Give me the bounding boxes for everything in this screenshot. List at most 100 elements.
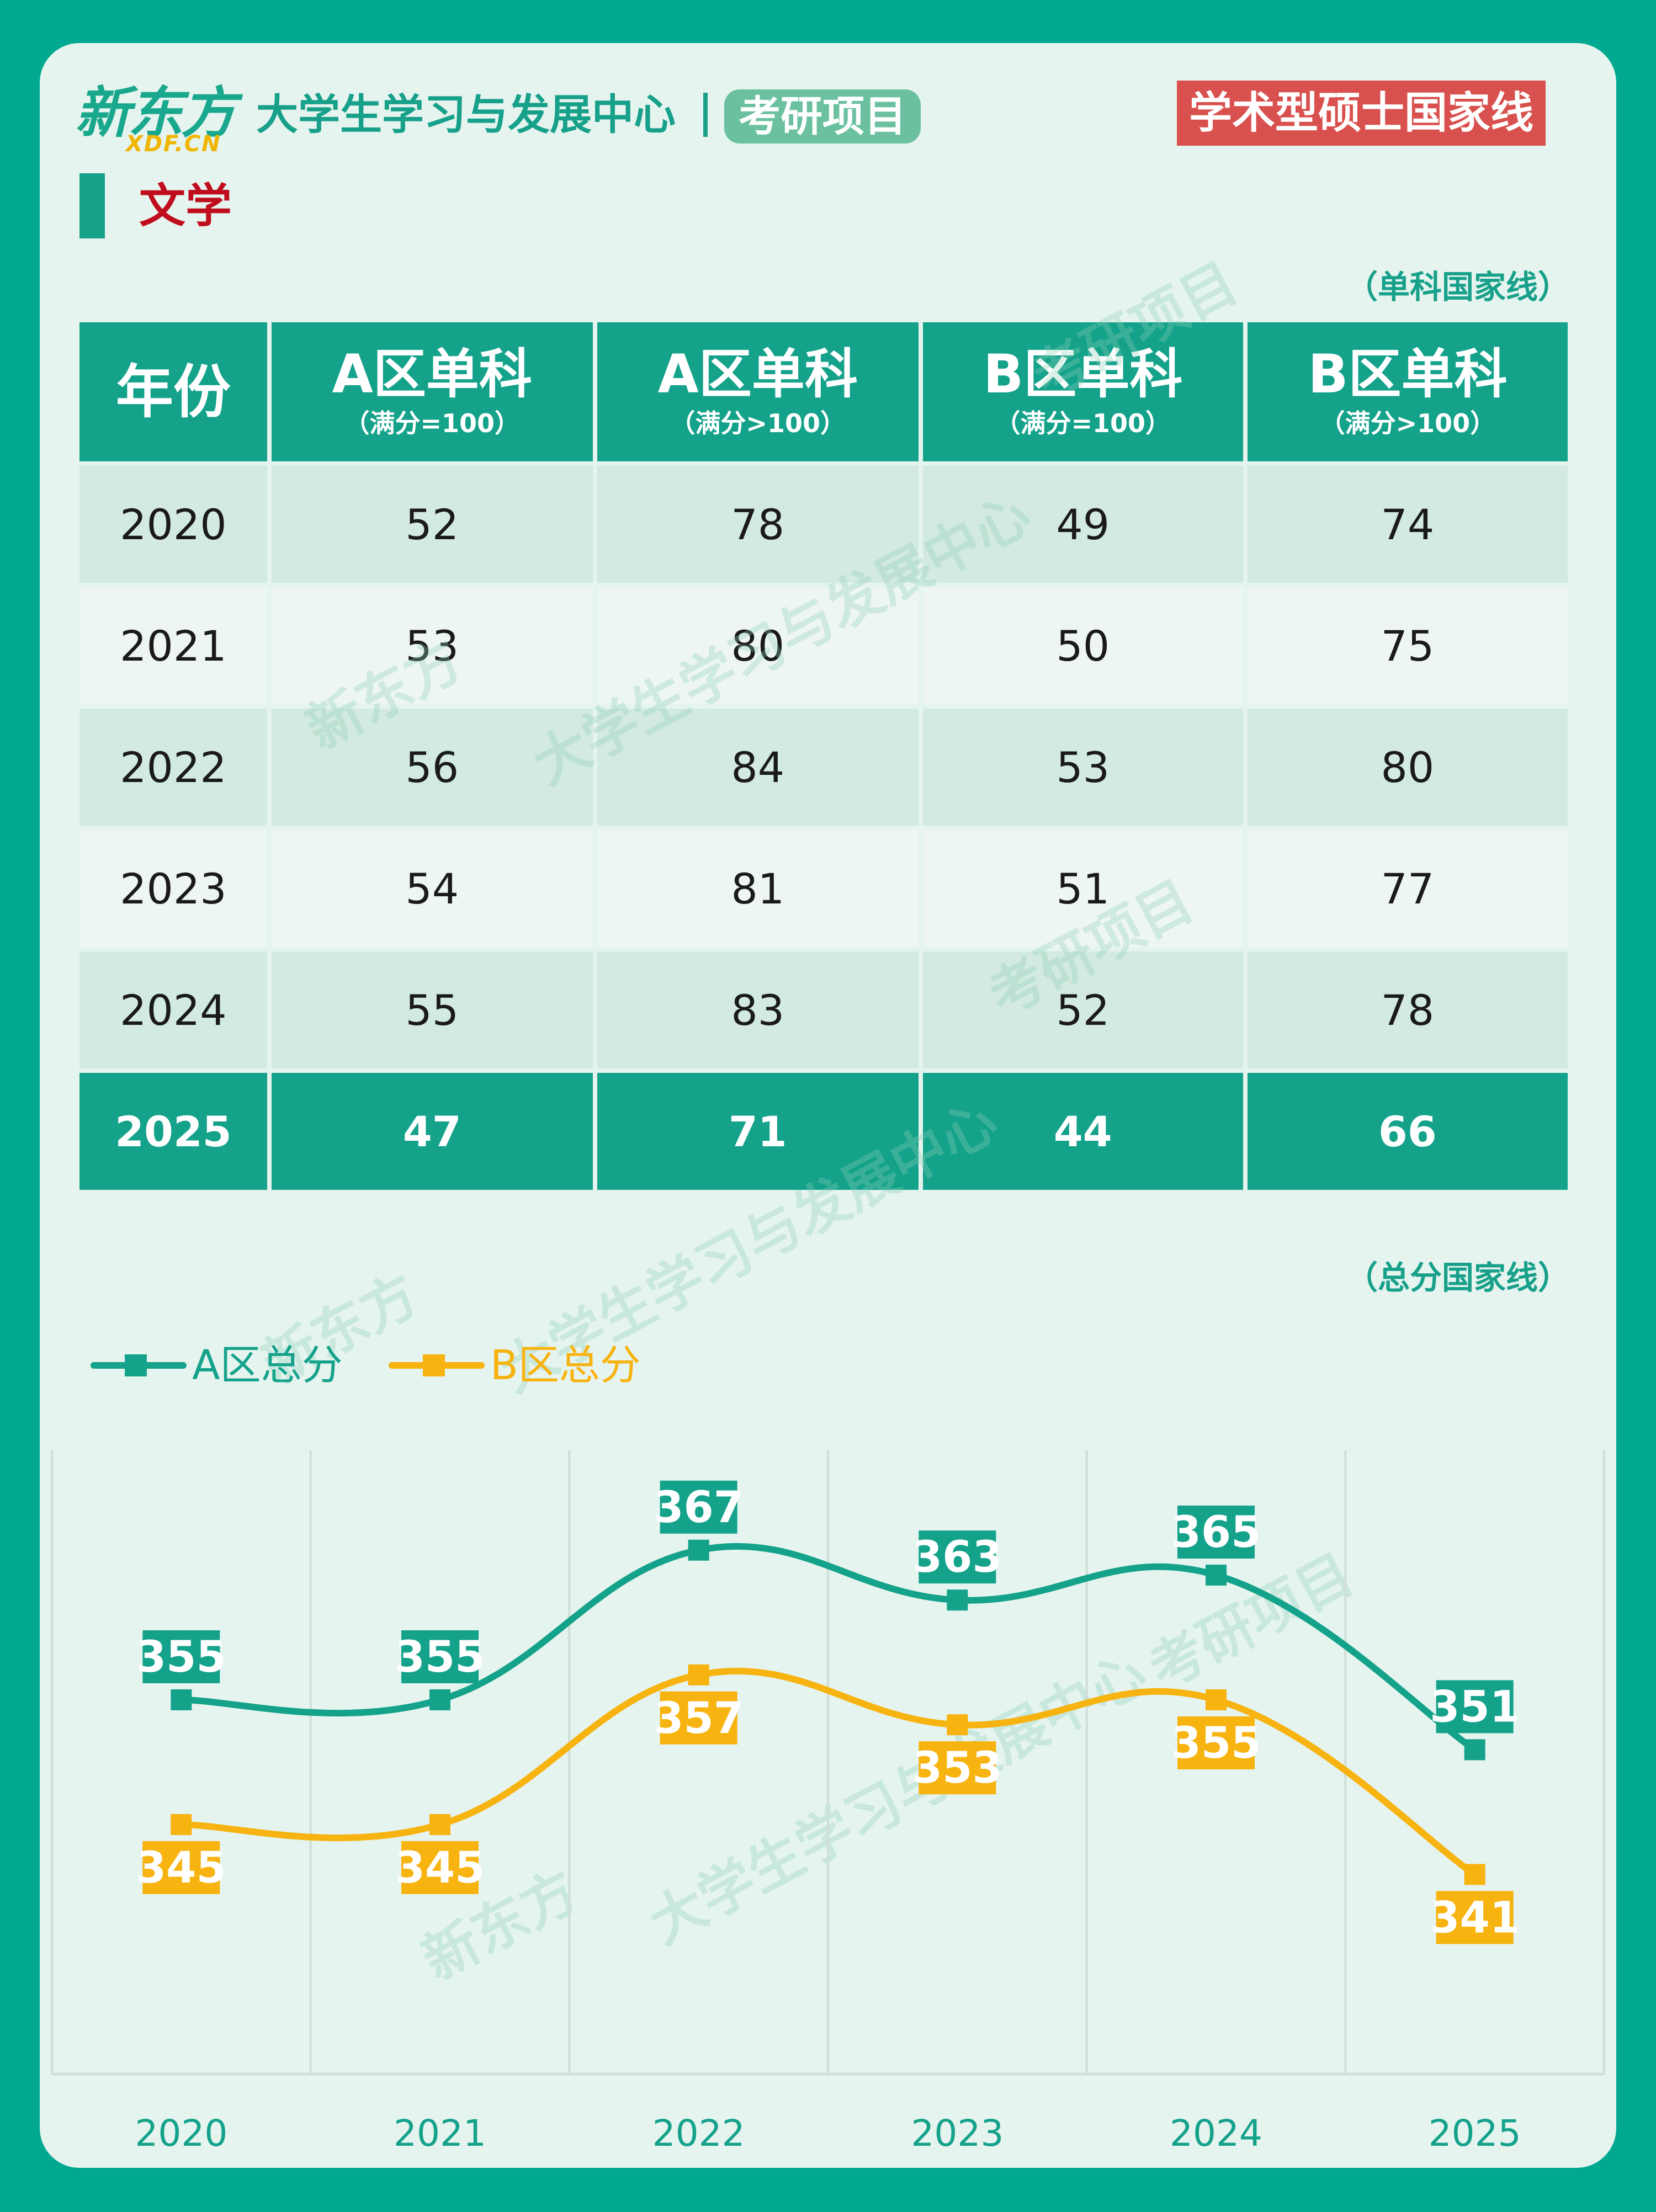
cell-value: 44 xyxy=(922,1073,1243,1190)
cell-value: 83 xyxy=(597,951,919,1068)
col-header-title: A区单科 xyxy=(657,343,858,405)
data-label: 345 xyxy=(136,1843,226,1893)
data-label-box xyxy=(919,1741,996,1795)
data-point xyxy=(947,1589,968,1611)
logo-text-en: XDF.CN xyxy=(126,131,221,157)
data-label-box xyxy=(919,1530,996,1584)
data-label-box xyxy=(1436,1891,1514,1944)
cell-year: 2023 xyxy=(79,830,267,947)
cell-value: 56 xyxy=(271,709,593,826)
x-tick-label: 2025 xyxy=(1429,2112,1521,2155)
cell-value: 84 xyxy=(597,709,919,826)
data-label-box xyxy=(660,1480,737,1534)
cell-value: 52 xyxy=(922,951,1243,1068)
score-table: 年份 A区单科 （满分=100） A区单科 （满分>100） B区单科 （满分=… xyxy=(75,318,1572,1194)
col-header-title: B区单科 xyxy=(1308,343,1508,405)
series-line-a xyxy=(178,1543,1478,1753)
chart-section-note: （总分国家线） xyxy=(1345,1259,1570,1296)
data-label-box xyxy=(401,1841,479,1894)
cell-value: 80 xyxy=(597,587,919,704)
col-header-title: B区单科 xyxy=(983,343,1183,405)
col-header-title: A区单科 xyxy=(332,343,532,405)
subject-marker xyxy=(79,173,105,238)
cell-value: 53 xyxy=(922,709,1243,826)
cell-value: 80 xyxy=(1247,709,1568,826)
table-row-highlight: 2025 47 71 44 66 xyxy=(79,1073,1568,1190)
data-point xyxy=(429,1689,450,1710)
col-header-b-100: B区单科 （满分=100） xyxy=(922,322,1243,461)
data-label-box xyxy=(1436,1680,1514,1734)
data-point xyxy=(947,1714,968,1736)
col-header-sub: （满分=100） xyxy=(344,408,521,438)
cell-value: 50 xyxy=(922,587,1243,704)
data-label: 365 xyxy=(1171,1508,1261,1557)
cell-value: 51 xyxy=(922,830,1243,947)
col-header-sub: （满分=100） xyxy=(995,408,1171,438)
col-header-a-100: A区单科 （满分=100） xyxy=(271,322,593,461)
table-section-note: （单科国家线） xyxy=(1345,268,1570,306)
cell-value: 74 xyxy=(1247,466,1568,583)
x-tick-label: 2020 xyxy=(135,2112,227,2155)
data-point xyxy=(1206,1565,1227,1586)
cell-value: 81 xyxy=(597,830,919,947)
subject-title: 文学 xyxy=(139,179,232,233)
cell-value: 52 xyxy=(271,466,593,583)
cell-value: 77 xyxy=(1247,830,1568,947)
data-label: 345 xyxy=(395,1843,485,1893)
x-tick-label: 2023 xyxy=(911,2112,1004,2155)
data-point xyxy=(688,1539,709,1561)
data-label: 355 xyxy=(395,1633,485,1682)
data-label-box xyxy=(142,1630,220,1683)
project-pill: 考研项目 xyxy=(724,89,921,143)
legend-marker xyxy=(125,1354,147,1376)
cell-value: 54 xyxy=(271,830,593,947)
data-point xyxy=(1464,1739,1485,1761)
data-point xyxy=(688,1664,709,1685)
cell-year: 2022 xyxy=(79,709,267,826)
cell-value: 55 xyxy=(271,951,593,1068)
data-label: 363 xyxy=(912,1533,1002,1582)
poster-card: 新东方 XDF.CN 大学生学习与发展中心 考研项目 学术型硕士国家线 文学 （… xyxy=(40,43,1616,2168)
data-label: 355 xyxy=(1171,1719,1261,1768)
col-header-year: 年份 xyxy=(79,322,267,461)
data-label: 353 xyxy=(912,1743,1002,1793)
center-name: 大学生学习与发展中心 xyxy=(256,90,676,139)
total-score-line-chart: 2020 2021 2022 2023 2024 2025 355 355 367 363 365 3… xyxy=(51,1450,1605,2155)
data-label: 367 xyxy=(654,1483,744,1533)
cell-year: 2020 xyxy=(79,466,267,583)
table-header-row: 年份 A区单科 （满分=100） A区单科 （满分>100） B区单科 （满分=… xyxy=(79,322,1568,461)
col-header-sub: （满分>100） xyxy=(670,408,846,438)
col-header-a-over100: A区单科 （满分>100） xyxy=(597,322,919,461)
data-point xyxy=(1464,1864,1485,1885)
table-row: 2022 56 84 53 80 xyxy=(79,709,1568,826)
legend-label: A区总分 xyxy=(192,1342,343,1389)
data-label-box xyxy=(660,1691,737,1745)
data-point xyxy=(1206,1689,1227,1710)
col-header-b-over100: B区单科 （满分>100） xyxy=(1247,322,1568,461)
cell-value: 47 xyxy=(271,1073,593,1190)
data-label-box xyxy=(401,1630,479,1683)
table-row: 2023 54 81 51 77 xyxy=(79,830,1568,947)
logo-text-cn: 新东方 xyxy=(75,81,236,145)
cell-value: 78 xyxy=(597,466,919,583)
col-header-sub: （满分>100） xyxy=(1319,408,1496,438)
x-tick-label: 2022 xyxy=(652,2112,745,2155)
data-point xyxy=(171,1689,192,1710)
data-label-box xyxy=(142,1841,220,1894)
data-label: 351 xyxy=(1430,1682,1520,1732)
data-label: 355 xyxy=(136,1633,226,1682)
cell-value: 78 xyxy=(1247,951,1568,1068)
data-label: 357 xyxy=(654,1694,744,1743)
data-label: 341 xyxy=(1430,1893,1520,1943)
table-row: 2024 55 83 52 78 xyxy=(79,951,1568,1068)
legend-marker xyxy=(423,1354,445,1376)
xdf-logo: 新东方 XDF.CN xyxy=(75,81,274,157)
cell-value: 75 xyxy=(1247,587,1568,704)
col-header-title: 年份 xyxy=(115,358,231,426)
header-divider xyxy=(703,93,708,137)
category-badge: 学术型硕士国家线 xyxy=(1176,81,1546,146)
x-tick-label: 2021 xyxy=(394,2112,486,2155)
x-tick-label: 2024 xyxy=(1170,2112,1262,2155)
data-point xyxy=(171,1814,192,1835)
series-line-b xyxy=(178,1667,1478,1878)
